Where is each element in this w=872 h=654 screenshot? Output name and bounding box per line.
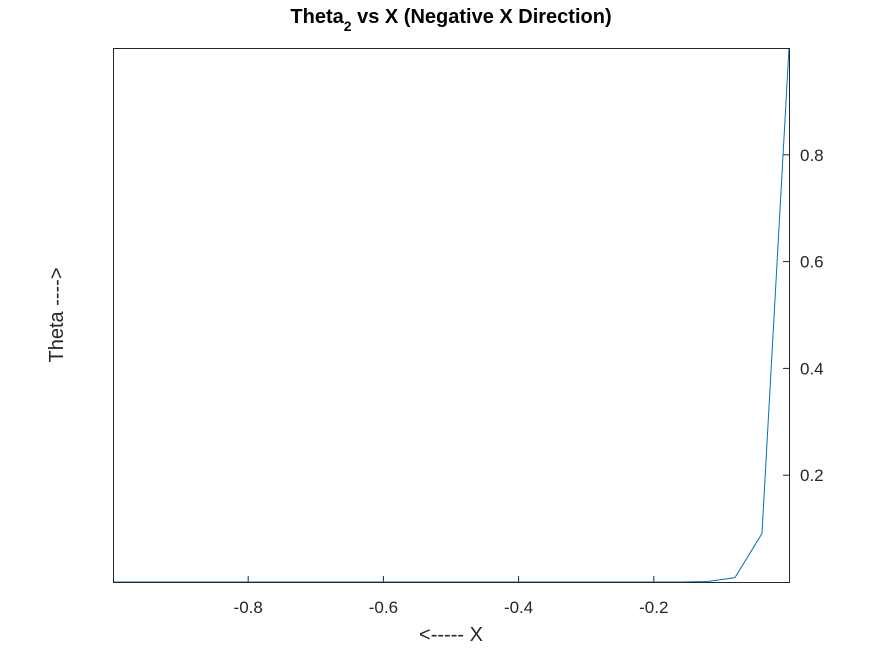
x-axis-label: <----- X [419, 624, 483, 646]
x-tick-label: -0.6 [369, 598, 398, 617]
y-tick-label: 0.2 [800, 466, 824, 485]
chart-title: Theta2 vs X (Negative X Direction) [290, 6, 611, 34]
y-ticks: 0.2 0.4 0.6 0.8 [783, 146, 824, 485]
chart-title-main: Theta [290, 6, 344, 28]
y-tick-label: 0.4 [800, 359, 824, 378]
x-tick-label: -0.8 [234, 598, 263, 617]
plot-background [113, 48, 789, 582]
y-tick-label: 0.8 [800, 146, 824, 165]
y-axis-label: Theta ----> [46, 267, 68, 362]
chart-title-subscript: 2 [344, 18, 352, 34]
chart-title-rest: vs X (Negative X Direction) [352, 6, 612, 28]
x-ticks: -0.8 -0.6 -0.4 -0.2 [234, 576, 668, 617]
x-tick-label: -0.2 [639, 598, 668, 617]
y-tick-label: 0.6 [800, 253, 824, 272]
plot-box [113, 48, 790, 583]
x-tick-label: -0.4 [504, 598, 533, 617]
